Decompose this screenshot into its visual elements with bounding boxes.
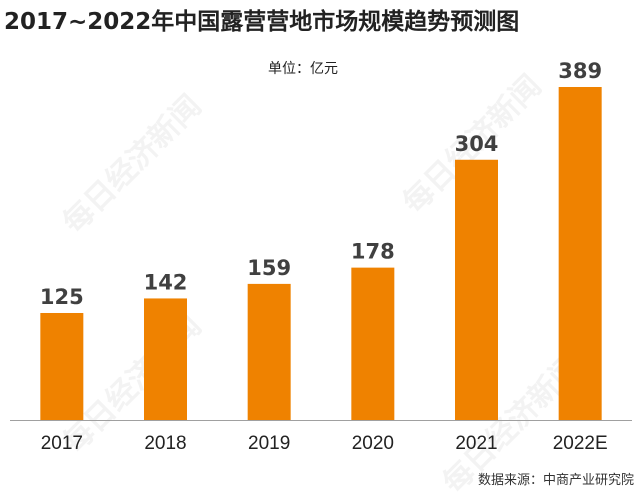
- data-label-2019: 159: [247, 256, 291, 280]
- data-label-2022E: 389: [558, 59, 602, 83]
- x-tick-label-2020: 2020: [352, 433, 394, 454]
- x-tick-label-2018: 2018: [144, 433, 186, 454]
- data-label-2021: 304: [455, 132, 499, 156]
- data-label-2018: 142: [144, 270, 188, 294]
- bar-2018: [144, 298, 187, 420]
- x-tick-label-2019: 2019: [248, 433, 290, 454]
- x-tick-label-2021: 2021: [455, 433, 497, 454]
- x-tick-label-2017: 2017: [41, 433, 83, 454]
- bar-2020: [351, 267, 395, 420]
- bar-2019: [247, 283, 291, 420]
- chart-title: 2017~2022年中国露营营地市场规模趋势预测图: [4, 9, 520, 35]
- x-tick-label-2022E: 2022E: [553, 433, 608, 454]
- unit-label: 单位：亿元: [268, 61, 338, 77]
- data-label-2020: 178: [351, 240, 395, 264]
- bar-2022E: [558, 87, 602, 420]
- bar-2021: [455, 159, 498, 420]
- source-label: 数据来源：中商产业研究院: [477, 473, 634, 488]
- bar-2017: [40, 312, 84, 420]
- data-label-2017: 125: [40, 285, 84, 309]
